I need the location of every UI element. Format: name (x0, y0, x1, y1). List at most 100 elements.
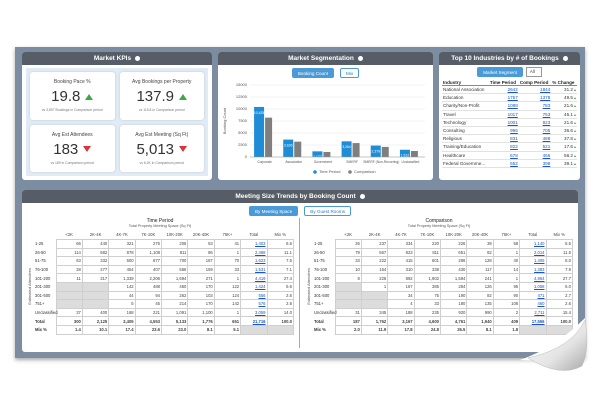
table-cell[interactable]: 1001 (488, 118, 519, 127)
filter-dropdown[interactable]: All (525, 67, 542, 77)
matrix-cell: 284 (439, 281, 468, 292)
matrix-cell: 5,133 (160, 316, 189, 326)
table-cell: Religious (442, 134, 489, 144)
matrix-cell[interactable]: 4,864 (519, 273, 547, 283)
matrix-cell: 271 (187, 273, 215, 283)
matrix-cell[interactable]: 2,468 (240, 247, 268, 258)
kpi-note: vs 3,897 Bookings in Comparison period (41, 108, 103, 113)
matrix-cell: 86 (187, 247, 215, 258)
table-cell[interactable]: 398 (518, 159, 552, 168)
info-icon[interactable] (357, 56, 363, 61)
row-label: 101-200 (35, 275, 51, 281)
matrix-cell: 33 (213, 264, 242, 275)
matrix-cell[interactable]: 2,014 (519, 247, 547, 258)
matrix-cell[interactable]: 1,383 (519, 264, 547, 275)
matrix-cell[interactable]: 471 (519, 290, 547, 301)
info-icon[interactable] (562, 56, 568, 61)
matrix-cell[interactable]: 556 (240, 290, 268, 301)
table-cell[interactable]: 1844 (518, 85, 552, 95)
matrix-cell[interactable]: 1,405 (519, 256, 547, 266)
matrix-cell: 10 (334, 264, 362, 275)
kpi-card: Booking Pace % 19.8 vs 3,897 Bookings in C… (30, 72, 115, 120)
matrix-cell[interactable]: 1,140 (519, 239, 547, 249)
matrix-cell: 8.0 (545, 256, 573, 266)
table-cell[interactable]: 783 (518, 101, 552, 111)
matrix-cell: 15.4 (545, 307, 573, 318)
matrix-cell[interactable]: 1,623 (240, 256, 268, 266)
matrix-row: Total 300 2,125 3,405 4,553 5,133 1,776 651 21,7… (26, 316, 294, 326)
matrix-cell[interactable]: 1,403 (240, 239, 268, 249)
table-cell: 58.2 (551, 151, 577, 160)
matrix-cell[interactable]: 2,711 (519, 307, 547, 318)
column-header: Comp Period (518, 79, 552, 86)
table-cell[interactable]: 466 (518, 151, 552, 160)
tab-button[interactable]: By Meeting Space (248, 206, 299, 216)
toggle-button[interactable]: Mix (339, 68, 360, 78)
table-row: Training/Education 822 521 17.6 (442, 142, 577, 152)
info-icon[interactable] (135, 56, 141, 61)
table-cell[interactable]: 823 (518, 118, 552, 127)
matrix-cell[interactable]: 21,716 (240, 316, 268, 326)
filter-button[interactable]: Market Segment (477, 67, 523, 77)
matrix-subtitle: Total Property Meeting Space (Sq Ft) (407, 224, 471, 228)
table-cell[interactable]: 1378 (518, 93, 552, 103)
panel-header: Top 10 Industries by # of Bookings (439, 52, 580, 65)
table-cell[interactable]: 1088 (488, 101, 519, 111)
matrix-cell[interactable]: 1,531 (240, 264, 268, 275)
table-cell[interactable]: 552 (488, 159, 519, 168)
matrix-row: 51-75 33 222 415 601 286 128 40 1,405 8.0 (305, 256, 573, 266)
matrix-cell: 167 (387, 281, 415, 292)
matrix-cell: 407 (134, 264, 163, 275)
data-label: 2,379 (372, 149, 381, 153)
matrix-cell: 7.1 (266, 264, 294, 275)
matrix-cell: 8.1 (466, 324, 494, 335)
empty-cell (266, 324, 294, 335)
matrix-cell[interactable]: 576 (240, 299, 268, 309)
y-tick-label: 7500 (238, 118, 248, 123)
table-cell[interactable]: 996 (488, 126, 519, 136)
matrix-row: 751+ 4 33 180 135 108 460 2.6 (305, 299, 573, 309)
table-cell[interactable]: 2642 (488, 85, 519, 95)
matrix-cell: 188 (387, 307, 415, 318)
table-cell[interactable]: 831 (488, 134, 519, 144)
axis-label: Estimated Attendees (27, 268, 32, 306)
matrix-cell[interactable]: 3,059 (240, 307, 268, 318)
matrix-cell: 2.0 (334, 324, 362, 335)
column-header: 20K-40K (192, 231, 210, 237)
table-cell[interactable]: 822 (488, 142, 519, 152)
toggle-button[interactable]: Booking Count (291, 68, 334, 78)
table-cell[interactable]: 705 (518, 126, 552, 136)
table-cell[interactable]: 1017 (488, 110, 519, 119)
bar (352, 143, 360, 157)
matrix-cell[interactable]: 460 (519, 299, 547, 309)
kpi-value: 19.8 (51, 88, 81, 106)
matrix-cell[interactable]: 1,058 (519, 281, 547, 292)
row-label: 76-100 (35, 267, 49, 273)
table-cell[interactable]: 1757 (488, 93, 519, 103)
table-cell[interactable]: 753 (518, 110, 552, 119)
column-header: 2K-4K (89, 231, 102, 237)
kpi-card: Avg Est Meeting (Sq Ft) 5,013 vs 6.2K in C… (119, 124, 204, 172)
matrix-cell: 2.6 (545, 299, 573, 309)
matrix-cell: 2 (492, 307, 521, 318)
matrix-row: 26-50 79 567 823 811 651 82 1 2,014 11.5 (305, 247, 573, 258)
matrix-cell: 11 (55, 273, 83, 283)
matrix-row: 101-200 8 226 892 1,902 1,594 241 1 4,864 27.7 (305, 273, 573, 283)
table-cell[interactable]: 678 (488, 151, 519, 160)
matrix-cell: 14 (492, 264, 521, 275)
tab-button[interactable]: By Guest Rooms (304, 206, 352, 216)
matrix-cell[interactable]: 4,419 (240, 273, 268, 283)
info-icon[interactable] (359, 194, 365, 199)
matrix-cell: 2.6 (266, 290, 294, 301)
table-cell[interactable]: 521 (518, 142, 552, 152)
kpi-value-row: 5,013 (136, 140, 188, 158)
kpi-value: 5,013 (136, 140, 175, 158)
matrix-cell: 170 (187, 299, 215, 309)
table-row: Education 1757 1378 49.5 (442, 93, 577, 103)
matrix-cell: 345 (360, 307, 389, 318)
matrix-row: Estimated Attendees 1-25 26 237 334 220 226 39 5… (305, 239, 573, 305)
matrix-cell: 124 (213, 290, 242, 301)
table-cell[interactable]: 488 (518, 134, 552, 144)
matrix-cell[interactable]: 1,424 (240, 281, 268, 292)
matrix-cell: 190 (439, 290, 468, 301)
